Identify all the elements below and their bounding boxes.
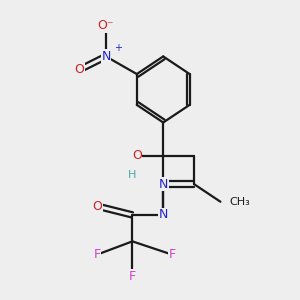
- Text: F: F: [94, 248, 101, 261]
- Text: CH₃: CH₃: [229, 197, 250, 207]
- Text: +: +: [114, 43, 122, 52]
- Text: H: H: [128, 170, 136, 180]
- Text: F: F: [129, 270, 136, 283]
- Text: O: O: [75, 63, 85, 76]
- Text: N: N: [101, 50, 111, 63]
- Text: N: N: [158, 178, 168, 190]
- Text: N: N: [158, 208, 168, 221]
- Text: O: O: [132, 149, 142, 162]
- Text: O: O: [92, 200, 102, 213]
- Text: F: F: [169, 248, 176, 261]
- Text: O⁻: O⁻: [98, 19, 114, 32]
